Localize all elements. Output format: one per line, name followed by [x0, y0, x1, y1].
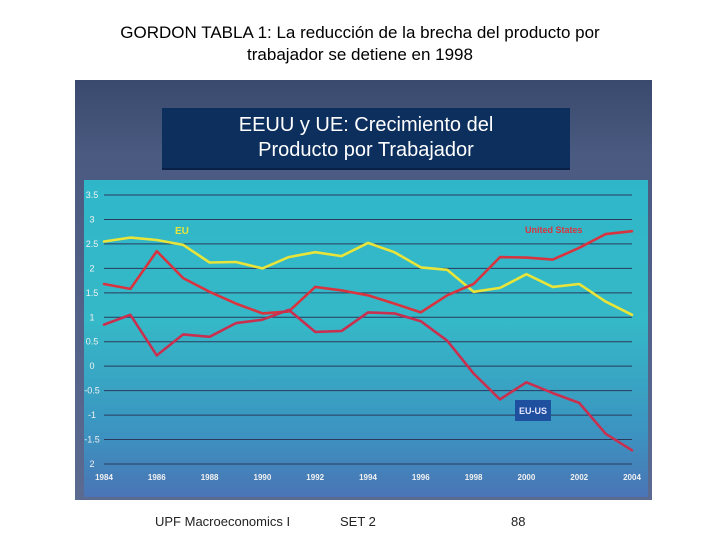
- x-tick-label: 2000: [518, 473, 536, 482]
- series-line-eu-us: [102, 308, 634, 452]
- x-tick-label: 1986: [148, 473, 166, 482]
- x-tick-label: 2002: [570, 473, 588, 482]
- slide-title-line-1: GORDON TABLA 1: La reducción de la brech…: [120, 23, 600, 42]
- y-tick-label: 1: [89, 312, 94, 322]
- chart-title-line-1: EEUU y UE: Crecimiento del: [238, 114, 494, 136]
- y-tick-label: -1.5: [84, 435, 100, 445]
- y-tick-label: 2.5: [86, 239, 99, 249]
- y-tick-label: 1.5: [86, 288, 99, 298]
- x-tick-label: 1998: [465, 473, 483, 482]
- series-line-united-states: [102, 229, 634, 315]
- slide-title: GORDON TABLA 1: La reducción de la brech…: [40, 22, 680, 66]
- footer-set: SET 2: [340, 514, 376, 529]
- series-line-eu: [102, 236, 634, 317]
- series-label-eu: EU: [175, 226, 189, 237]
- x-tick-label: 1990: [254, 473, 272, 482]
- x-tick-label: 1994: [359, 473, 377, 482]
- y-tick-label: 2: [89, 263, 94, 273]
- series-label-united-states: United States: [525, 225, 583, 235]
- y-tick-label: -0.5: [84, 386, 100, 396]
- series-label-box-eu-us: [515, 400, 551, 421]
- y-tick-label: 3: [89, 214, 94, 224]
- slide-title-line-2: trabajador se detiene en 1998: [247, 45, 473, 64]
- y-tick-label: 2: [89, 459, 94, 469]
- series-label-eu-us: EU-US: [519, 406, 547, 416]
- chart-title-banner: EEUU y UE: Crecimiento del Producto por …: [162, 108, 570, 170]
- chart-title-line-2: Producto por Trabajador: [258, 139, 474, 161]
- y-tick-label: 0: [89, 361, 94, 371]
- x-tick-label: 1992: [306, 473, 324, 482]
- footer-course: UPF Macroeconomics I: [155, 514, 291, 529]
- x-tick-label: 1996: [412, 473, 430, 482]
- x-tick-label: 1984: [95, 473, 113, 482]
- y-tick-label: 3.5: [86, 190, 99, 200]
- y-tick-label: -1: [88, 410, 96, 420]
- y-tick-label: 0.5: [86, 337, 99, 347]
- footer-page-number: 88: [511, 514, 526, 529]
- x-tick-label: 1988: [201, 473, 219, 482]
- x-tick-label: 2004: [623, 473, 641, 482]
